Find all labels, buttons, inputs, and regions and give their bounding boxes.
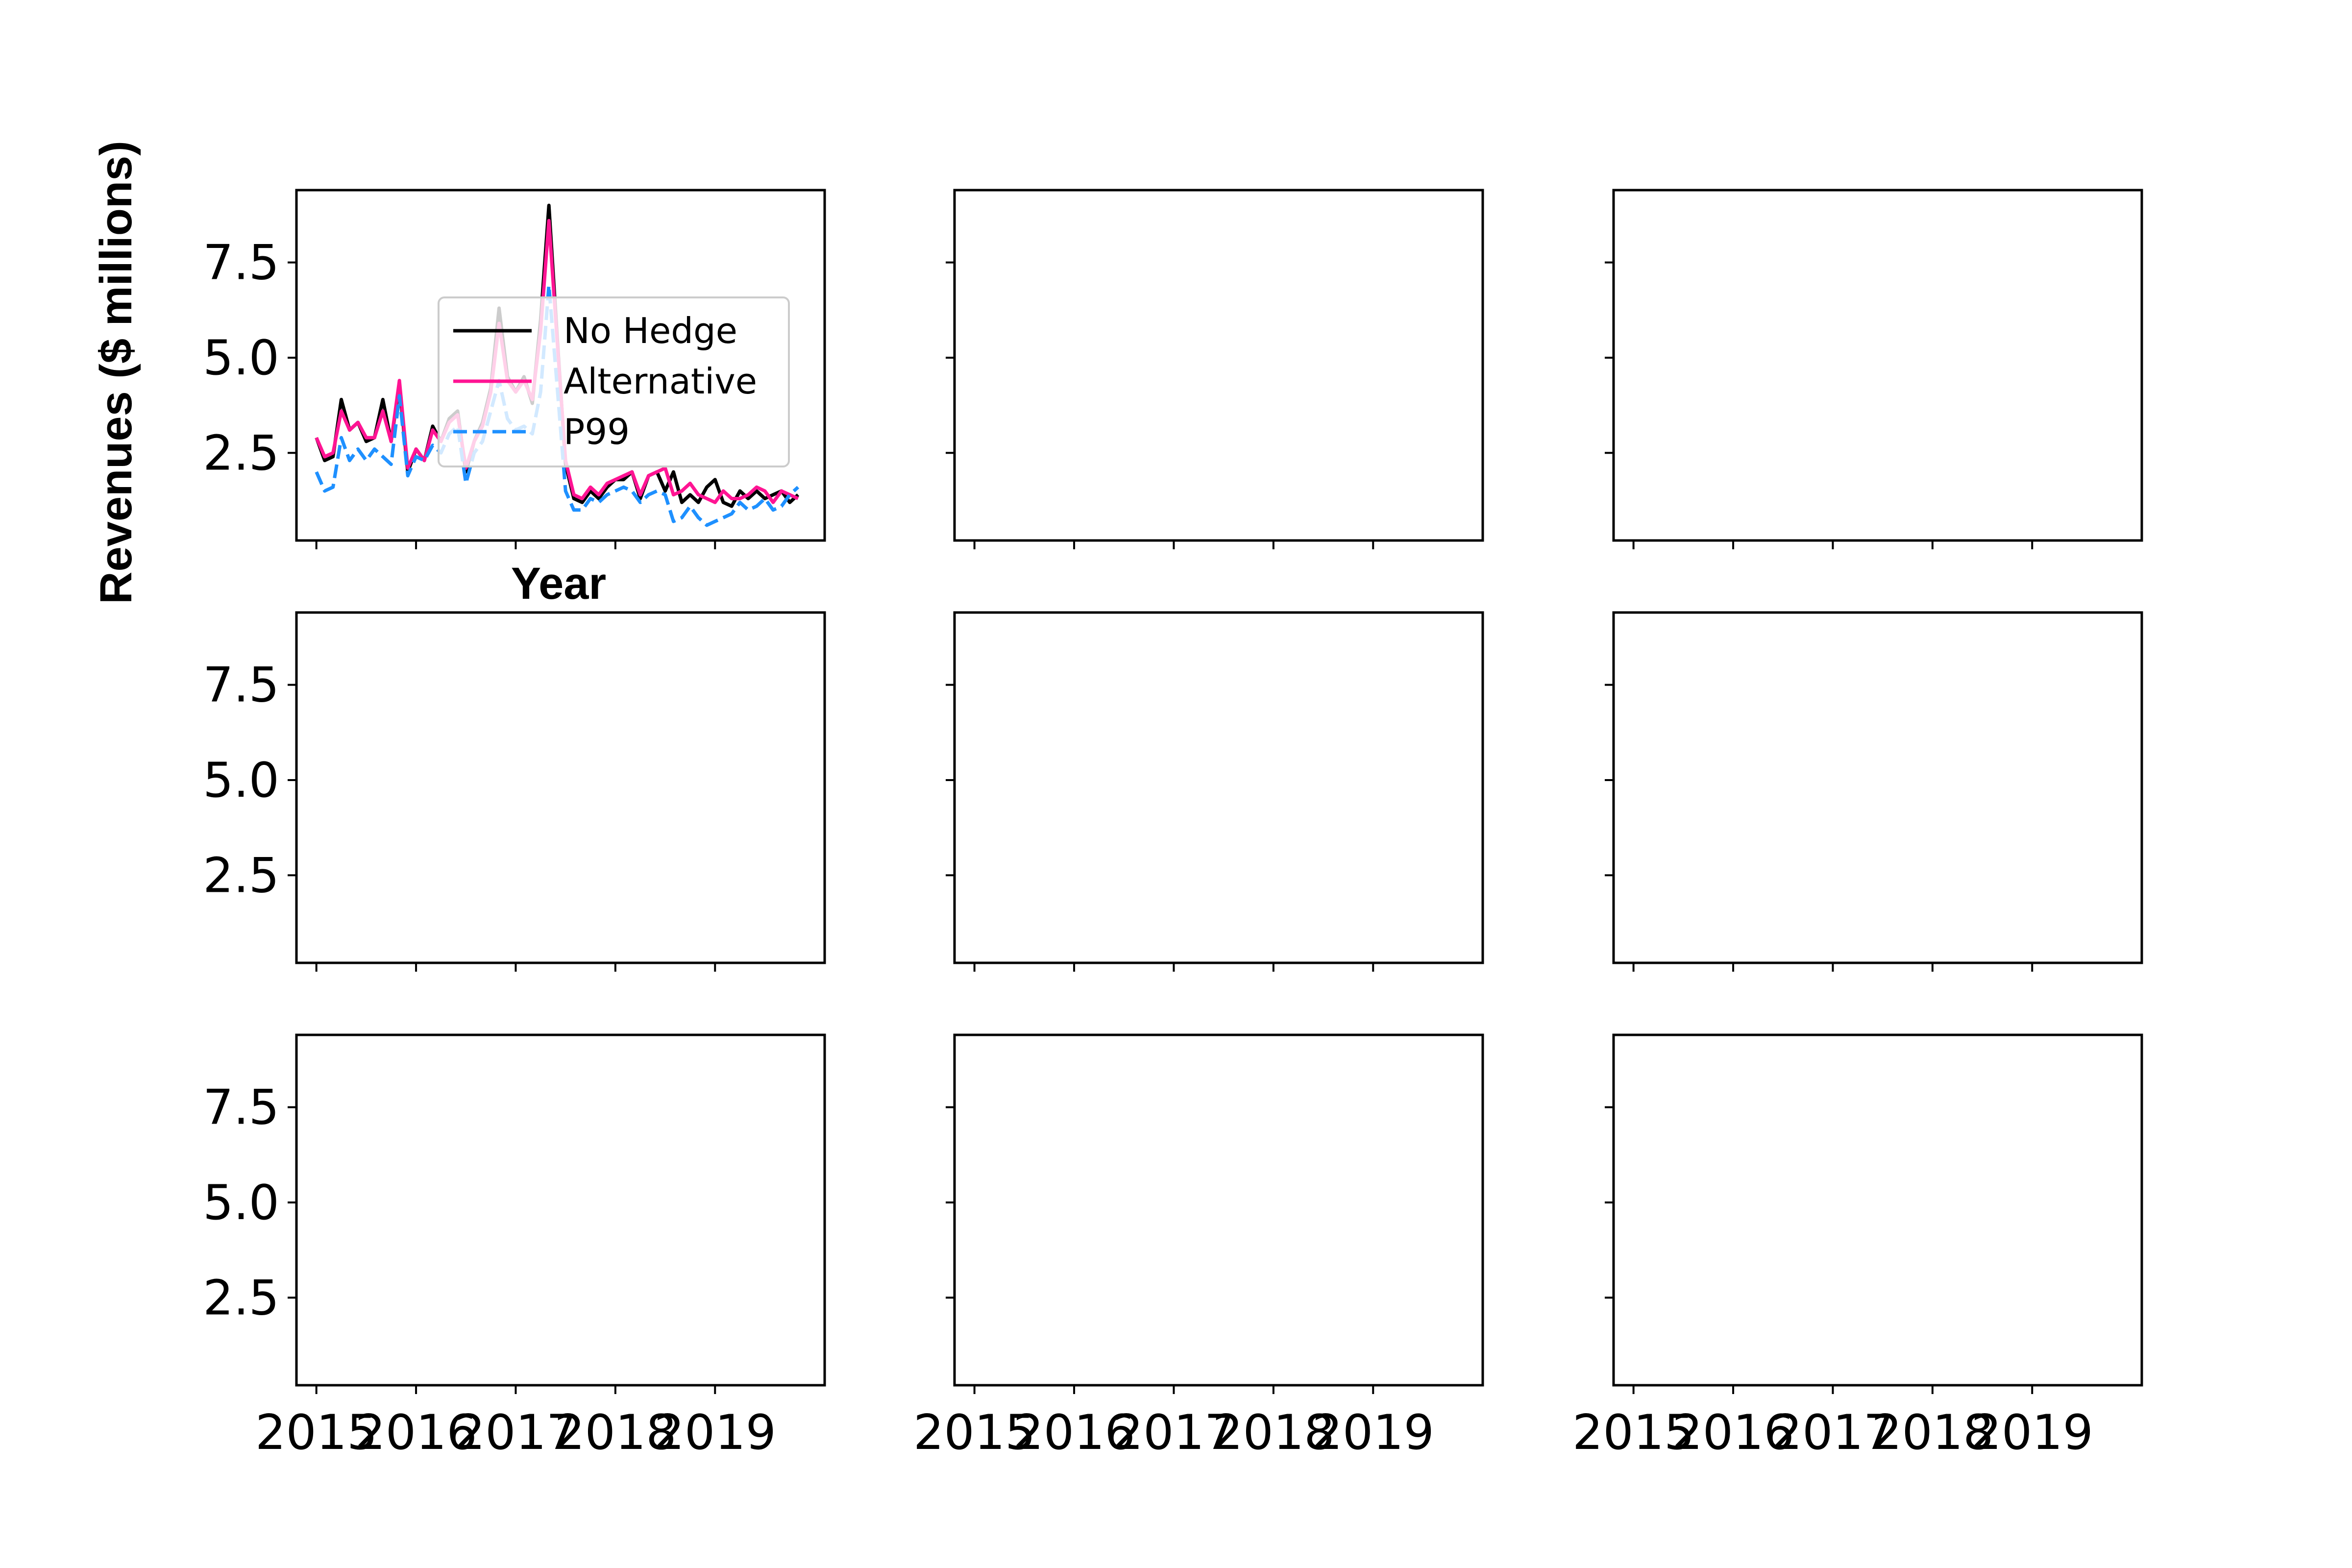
- subplot-r1-c2: [946, 189, 1484, 549]
- y-tick-label: 7.5: [203, 1080, 279, 1136]
- subplot-r1-c1: 2.5 5.0 7.5 No Hedge Alternative P99: [203, 189, 826, 549]
- axes-frame: [953, 611, 1484, 964]
- axes-frame: [1612, 1033, 2143, 1387]
- axes-frame: [1612, 189, 2143, 542]
- legend: No Hedge Alternative P99: [438, 296, 790, 467]
- y-tick-label: 7.5: [203, 658, 279, 713]
- y-tick-label: 2.5: [203, 425, 279, 481]
- subplot-r1-c3: [1605, 189, 2143, 549]
- y-tick-label: 5.0: [203, 753, 279, 808]
- y-tick-label: 5.0: [203, 330, 279, 386]
- x-tick-label: 2015: [913, 1405, 1035, 1461]
- x-tick-label: 2018: [1212, 1405, 1334, 1461]
- x-tick-label: 2017: [1113, 1405, 1235, 1461]
- axes-frame: [953, 189, 1484, 542]
- legend-box: [438, 296, 790, 467]
- subplot-r2-c1: 2.5 5.0 7.5: [203, 611, 826, 972]
- subplot-r2-c2: [946, 611, 1484, 972]
- axes-frame: [1612, 611, 2143, 964]
- y-tick-label: 5.0: [203, 1175, 279, 1231]
- legend-entry: No Hedge: [564, 310, 737, 351]
- y-tick-label: 2.5: [203, 1270, 279, 1326]
- axes-frame: [295, 1033, 826, 1387]
- x-tick-label: 2015: [1572, 1405, 1694, 1461]
- axes-frame: [295, 611, 826, 964]
- x-tick-label: 2015: [255, 1405, 377, 1461]
- x-tick-label: 2018: [554, 1405, 676, 1461]
- subplot-r2-c3: [1605, 611, 2143, 972]
- x-tick-label: 2019: [654, 1405, 776, 1461]
- axes-frame: [295, 189, 826, 542]
- x-tick-label: 2016: [355, 1405, 477, 1461]
- x-tick-label: 2017: [1772, 1405, 1894, 1461]
- x-axis-label: Year: [511, 559, 606, 609]
- x-tick-label: 2016: [1013, 1405, 1135, 1461]
- axes-frame: [953, 1033, 1484, 1387]
- subplot-grid: 2.5 5.0 7.5 No Hedge Alternative P99 2.5 5.0 7.5…: [203, 189, 2143, 1461]
- legend-entry: P99: [564, 411, 630, 452]
- legend-entry: Alternative: [564, 361, 757, 402]
- x-tick-label: 2018: [1871, 1405, 1993, 1461]
- x-tick-label: 2019: [1312, 1405, 1434, 1461]
- x-tick-label: 2019: [1971, 1405, 2093, 1461]
- y-tick-label: 2.5: [203, 848, 279, 904]
- x-tick-label: 2016: [1672, 1405, 1794, 1461]
- x-tick-label: 2017: [455, 1405, 577, 1461]
- y-axis-label: Revenues ($ millions): [91, 141, 141, 604]
- y-tick-label: 7.5: [203, 235, 279, 291]
